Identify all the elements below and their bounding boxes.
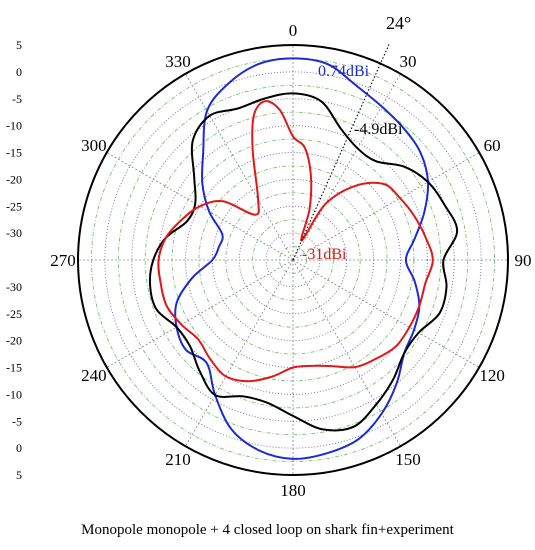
annotation-label: 0.74dBi [318,63,370,80]
radial-tick-label: -10 [6,119,22,133]
radial-tick-label: -30 [6,280,22,294]
radial-tick-label: -15 [6,146,22,160]
series-line-black [148,92,459,432]
outer-ring [77,44,509,476]
angle-tick-label: 270 [50,251,76,270]
radial-tick-label: -30 [6,226,22,240]
annotation-label: -31dBi [302,246,347,263]
angle-tick-label: 30 [400,52,417,71]
radial-tick-label: 5 [16,38,22,52]
radial-tick-label: -25 [6,199,22,213]
grid-ring-minor [144,111,442,409]
annotation-label: 24° [386,13,411,33]
series-line-red [157,100,434,383]
angle-tick-label: 180 [280,481,306,500]
grid-ring-minor [117,84,469,436]
grid-ring [158,125,428,395]
grid-spoke-150 [292,259,401,447]
radial-tick-label: -20 [6,334,22,348]
grid-spoke-240 [106,259,294,368]
polar-radiation-chart: 0 30 60 90 120 150 180 210 240 270 300 330 5 0 -5 -10 -1… [6,13,532,500]
angle-tick-label: 330 [165,52,191,71]
angle-tick-label: 150 [395,450,421,469]
grid-ring-minor [198,165,388,355]
series-layer [148,57,459,460]
radial-tick-label: -25 [6,307,22,321]
radial-tick-label: 0 [16,441,22,455]
radial-tick-label: -5 [12,92,22,106]
angle-tick-label: 300 [81,136,107,155]
angle-tick-label: 210 [165,450,191,469]
radial-tick-label: -5 [12,414,22,428]
angle-tick-label: 120 [479,366,505,385]
angle-tick-label: 0 [289,21,298,40]
chart-labels: 0 30 60 90 120 150 180 210 240 270 300 330 5 0 -5 -10 -1… [6,13,532,500]
radial-tick-label: -10 [6,387,22,401]
grid-ring-minor [225,192,361,328]
grid-ring [265,232,321,288]
grid-spoke-120 [292,259,480,368]
radial-tick-label: 0 [16,65,22,79]
chart-caption: Monopole monopole + 4 closed loop on sha… [81,522,454,538]
radial-tick-label: -15 [6,361,22,375]
angle-marker-line [292,43,390,261]
annotation-label: -4.9dBi [354,121,403,138]
angle-tick-label: 240 [81,366,107,385]
radial-tick-label: 5 [16,468,22,482]
angle-tick-label: 60 [484,136,501,155]
radial-tick-label: -20 [6,172,22,186]
angle-tick-label: 90 [515,251,532,270]
